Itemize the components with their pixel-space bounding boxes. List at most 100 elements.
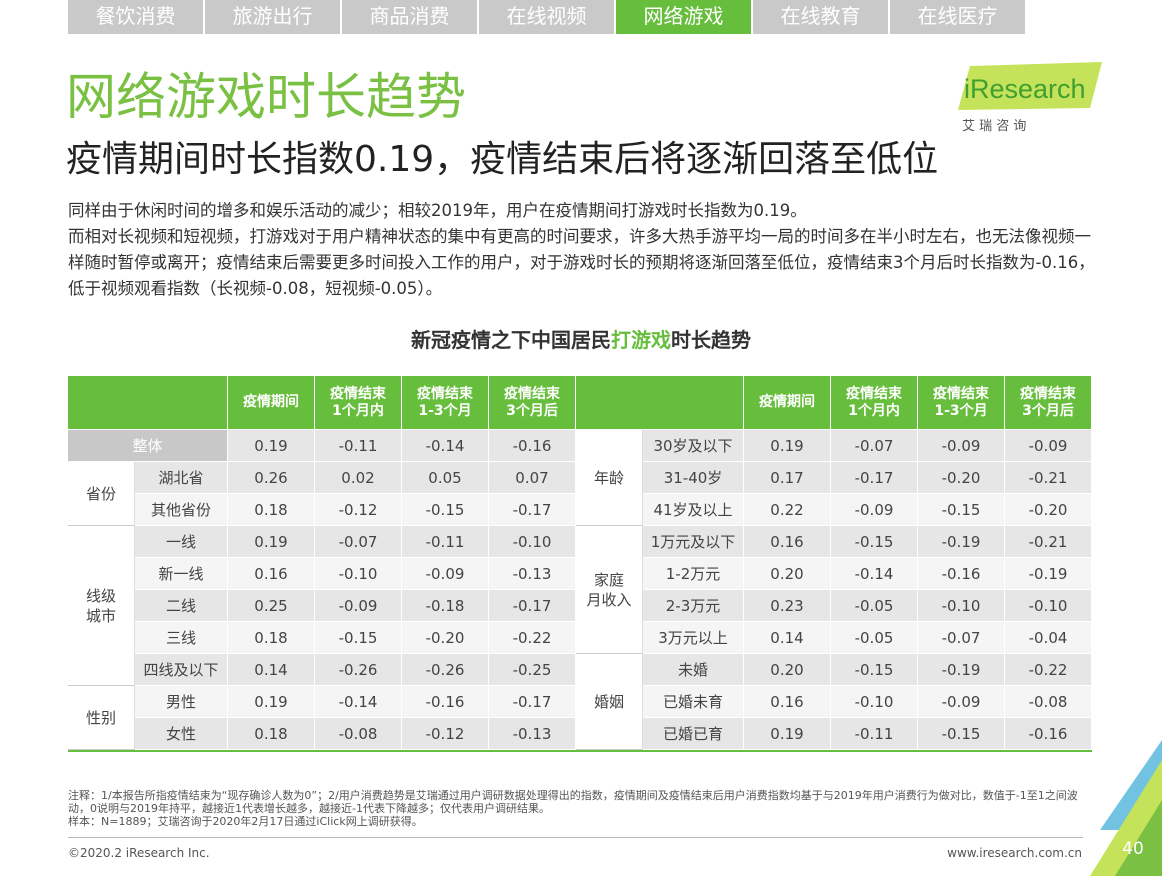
group-label: 线级 城市 [68, 526, 135, 686]
header-line: 疫情结束 [330, 385, 386, 402]
value-cell: 0.22 [744, 494, 831, 526]
row-label: 30岁及以下 [643, 430, 744, 462]
value-cell: -0.10 [315, 558, 402, 590]
value-cell: -0.10 [489, 526, 576, 558]
header-line: 疫情结束 [417, 385, 473, 402]
value-cell: 0.19 [228, 686, 315, 718]
header-line: 1-3个月 [934, 402, 988, 419]
value-cell: -0.14 [831, 558, 918, 590]
subtitle: 疫情期间时长指数0.19，疫情结束后将逐渐回落至低位 [66, 139, 939, 180]
value-cell: -0.17 [489, 494, 576, 526]
group-line: 年龄 [593, 468, 624, 487]
tab: 旅游出行 [205, 0, 340, 34]
value-cell: 0.18 [228, 494, 315, 526]
row-label: 41岁及以上 [643, 494, 744, 526]
value-cell: 0.19 [228, 526, 315, 558]
row-label: 已婚已育 [643, 718, 744, 750]
value-cell: -0.18 [402, 590, 489, 622]
value-cell: -0.19 [918, 526, 1005, 558]
value-cell: 0.26 [228, 462, 315, 494]
value-cell: -0.14 [402, 430, 489, 462]
value-cell: -0.16 [1005, 718, 1092, 750]
value-cell: -0.26 [315, 654, 402, 686]
notes: 注释：1/本报告所指疫情结束为“现存确诊人数为0”；2/用户消费趋势是艾瑞通过用… [68, 789, 1098, 828]
tab: 在线医疗 [890, 0, 1025, 34]
value-cell: -0.09 [918, 430, 1005, 462]
value-cell: -0.09 [1005, 430, 1092, 462]
value-cell: 0.14 [228, 654, 315, 686]
tab: 餐饮消费 [68, 0, 203, 34]
value-cell: 0.18 [228, 718, 315, 750]
header-line: 1个月内 [848, 402, 900, 419]
header-line: 疫情期间 [243, 394, 299, 410]
paragraph: 而相对长视频和短视频，打游戏对于用户精神状态的集中有更高的时间要求，许多大热手游… [68, 227, 1095, 298]
value-cell: -0.07 [315, 526, 402, 558]
note: 样本：N=1889；艾瑞咨询于2020年2月17日通过iClick网上调研获得。 [68, 815, 423, 828]
group-line: 整体 [132, 436, 163, 455]
tab: 网络游戏 [616, 0, 751, 34]
url: www.iresearch.com.cn [947, 846, 1082, 860]
value-cell: -0.12 [402, 718, 489, 750]
value-cell: 0.17 [744, 462, 831, 494]
value-cell: 0.20 [744, 654, 831, 686]
logo-sub: 艾 瑞 咨 询 [962, 119, 1026, 134]
footer-rule [68, 837, 1083, 838]
value-cell: -0.05 [831, 622, 918, 654]
group-line: 性别 [85, 708, 116, 727]
column-header: 疫情结束 1-3个月 [402, 376, 489, 430]
header-line: 3个月后 [506, 402, 558, 419]
paragraph: 同样由于休闲时间的增多和娱乐活动的减少；相较2019年，用户在疫情期间打游戏时长… [68, 201, 807, 220]
value-cell: -0.17 [489, 590, 576, 622]
value-cell: -0.14 [315, 686, 402, 718]
value-cell: -0.09 [831, 494, 918, 526]
table-title-highlight: 打游戏 [611, 328, 671, 352]
corner-decoration: 40 [1090, 740, 1162, 876]
value-cell: -0.15 [315, 622, 402, 654]
tab: 在线教育 [753, 0, 888, 34]
value-cell: -0.13 [489, 558, 576, 590]
row-label: 二线 [135, 590, 228, 622]
value-cell: -0.15 [918, 494, 1005, 526]
value-cell: -0.21 [1005, 462, 1092, 494]
header-line: 1个月内 [332, 402, 384, 419]
value-cell: -0.20 [918, 462, 1005, 494]
value-cell: 0.05 [402, 462, 489, 494]
row-label: 其他省份 [135, 494, 228, 526]
value-cell: -0.11 [831, 718, 918, 750]
header-cell [576, 376, 744, 430]
value-cell: -0.09 [918, 686, 1005, 718]
value-cell: 0.23 [744, 590, 831, 622]
title: 网络游戏时长趋势 [66, 68, 466, 126]
value-cell: -0.25 [489, 654, 576, 686]
value-cell: -0.12 [315, 494, 402, 526]
value-cell: -0.16 [918, 558, 1005, 590]
value-cell: 0.16 [744, 526, 831, 558]
value-cell: -0.20 [402, 622, 489, 654]
value-cell: -0.15 [831, 526, 918, 558]
value-cell: -0.08 [315, 718, 402, 750]
value-cell: -0.22 [1005, 654, 1092, 686]
row-label: 湖北省 [135, 462, 228, 494]
logo: iResearch 艾 瑞 咨 询 [958, 62, 1102, 134]
value-cell: 0.19 [744, 430, 831, 462]
group-label: 省份 [68, 462, 135, 526]
row-label: 男性 [135, 686, 228, 718]
header-cell [68, 376, 228, 430]
group-label: 整体 [68, 430, 228, 462]
table-title-part: 时长趋势 [671, 328, 751, 352]
row-label: 1-2万元 [643, 558, 744, 590]
header-line: 疫情结束 [1020, 385, 1076, 402]
column-header: 疫情结束 3个月后 [1005, 376, 1092, 430]
group-label: 婚姻 [576, 654, 643, 750]
value-cell: -0.17 [489, 686, 576, 718]
group-label: 性别 [68, 686, 135, 750]
row-label: 新一线 [135, 558, 228, 590]
row-label: 四线及以下 [135, 654, 228, 686]
value-cell: -0.17 [831, 462, 918, 494]
value-cell: 0.18 [228, 622, 315, 654]
value-cell: -0.15 [831, 654, 918, 686]
value-cell: -0.26 [402, 654, 489, 686]
value-cell: -0.04 [1005, 622, 1092, 654]
column-header: 疫情结束 1-3个月 [918, 376, 1005, 430]
value-cell: 0.16 [228, 558, 315, 590]
